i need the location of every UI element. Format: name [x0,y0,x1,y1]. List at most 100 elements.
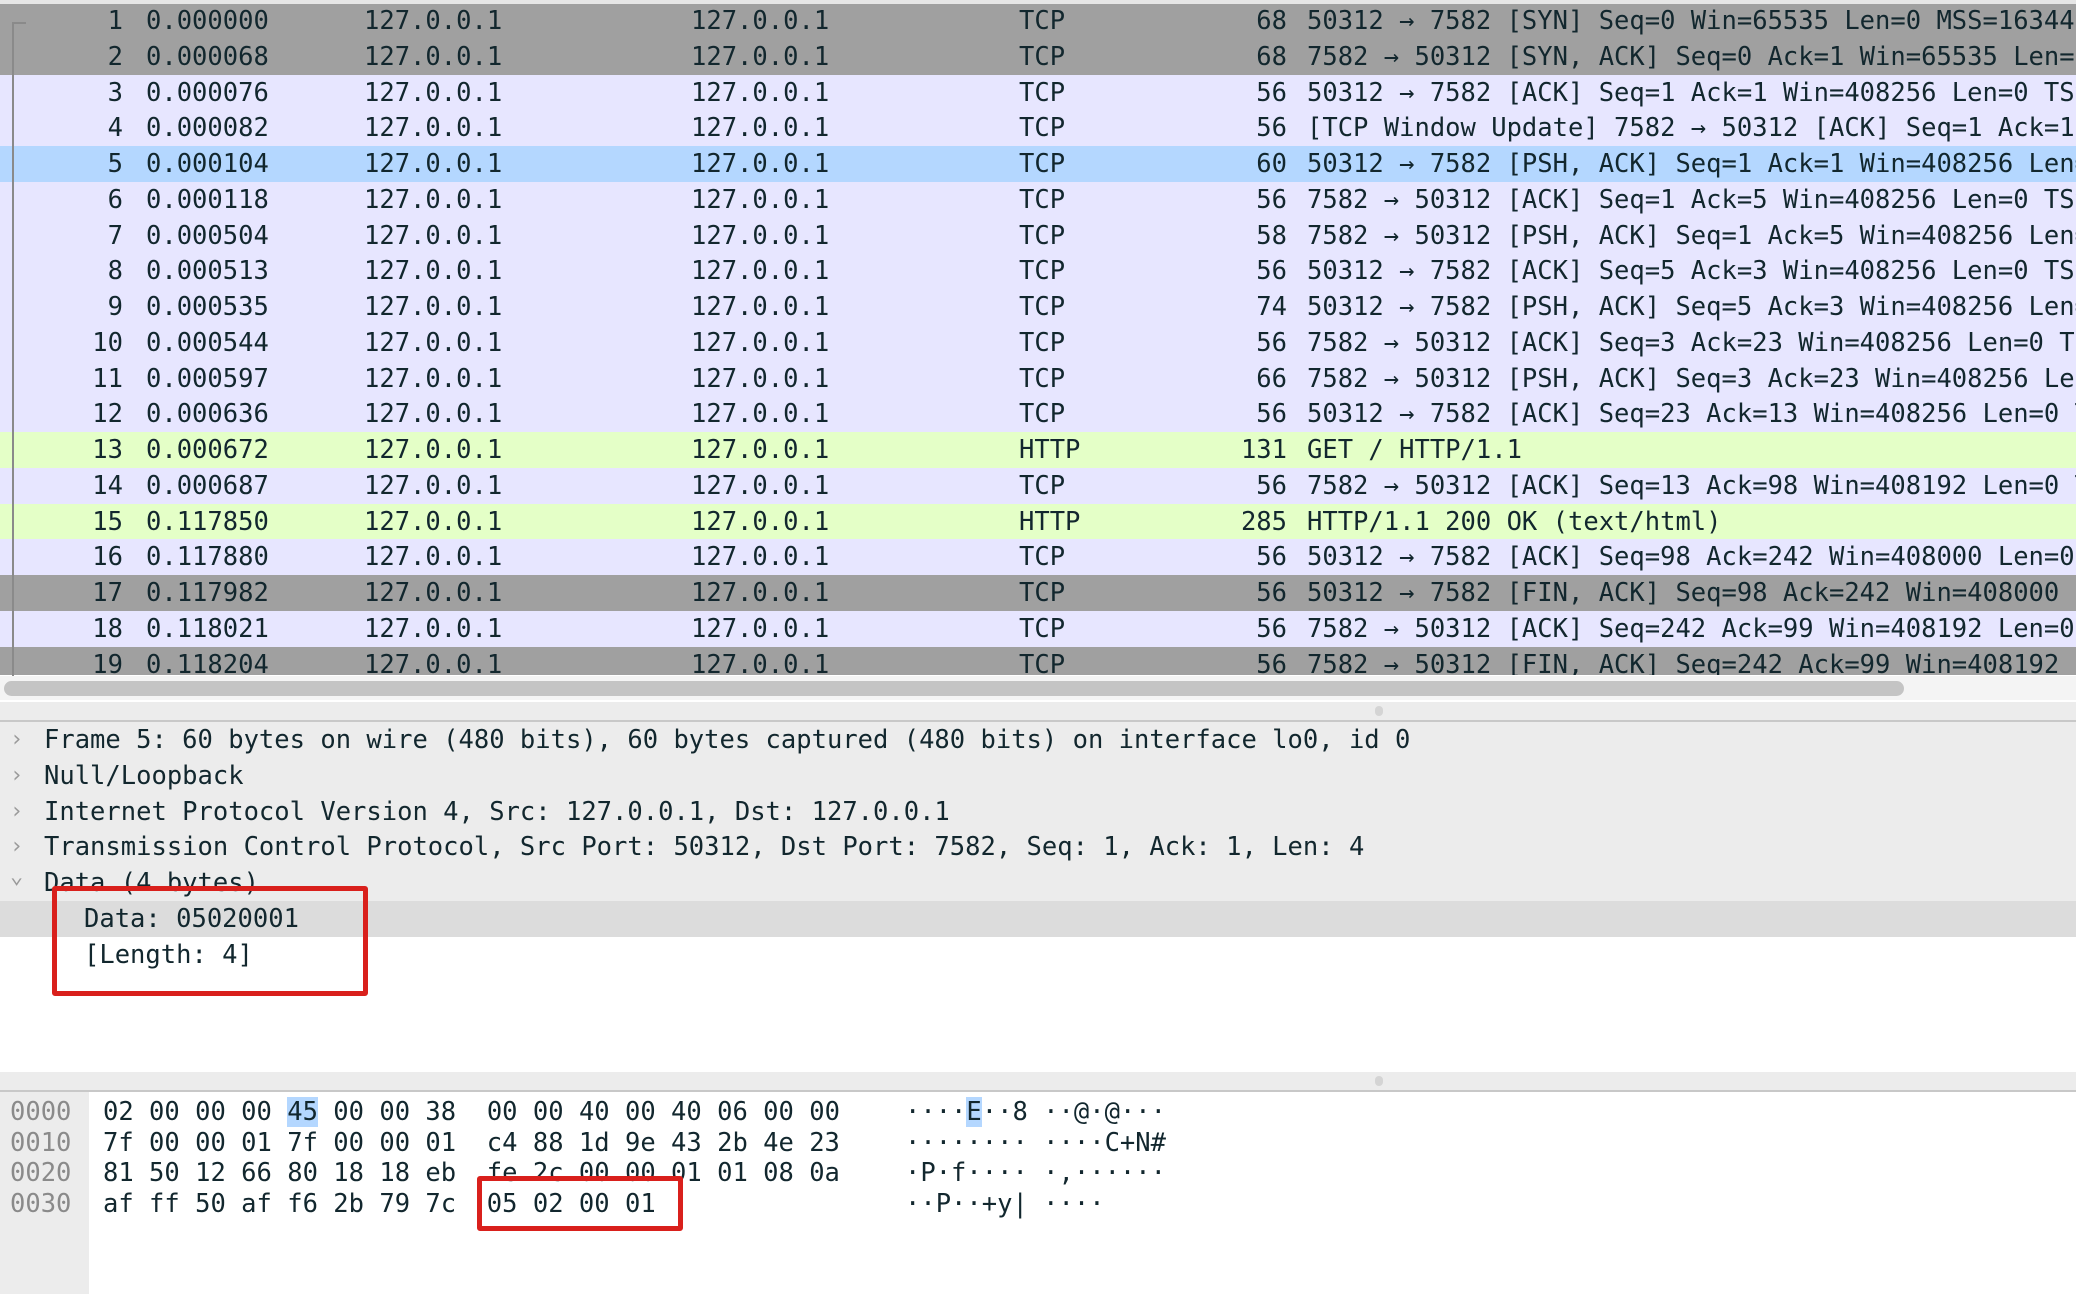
chevron-right-icon[interactable]: › [10,834,24,860]
packet-number: 16 [92,542,123,573]
packet-row[interactable]: 4 0.000082 127.0.0.1 127.0.0.1 TCP 56 [TCP Win… [0,110,2076,147]
chevron-right-icon[interactable]: › [10,762,24,788]
pane-splitter-bytes[interactable] [0,1072,2076,1092]
packet-source: 127.0.0.1 [364,327,503,358]
packet-protocol: TCP [1019,542,1066,573]
detail-row[interactable]: › Transmission Control Protocol, Src Port… [0,829,2076,866]
packet-length: 68 [1256,6,1287,36]
packet-details-tree[interactable]: › Frame 5: 60 bytes on wire (480 bits), 6… [0,722,2076,1074]
packet-destination: 127.0.0.1 [691,113,830,144]
chevron-right-icon[interactable]: › [10,798,24,824]
hex-byte-highlighted[interactable]: 45 [287,1097,318,1127]
packet-time: 0.118204 [146,649,269,676]
packet-row[interactable]: 13 0.000672 127.0.0.1 127.0.0.1 HTTP 131 GET /… [0,432,2076,468]
hex-bytes[interactable]: 7f 00 00 01 7f 00 00 01 c4 88 1d 9e 43 2… [103,1128,840,1158]
packet-row[interactable]: 8 0.000513 127.0.0.1 127.0.0.1 TCP 56 50312 → … [0,253,2076,290]
packet-source: 127.0.0.1 [364,399,503,430]
packet-number: 14 [92,470,123,501]
packet-number: 6 [107,184,123,215]
packet-info: 7582 → 50312 [FIN, ACK] Seq=242 Ack=99 W… [1307,649,2076,676]
detail-text: [Length: 4] [84,939,253,970]
hex-ascii[interactable]: ··P··+y| ···· [905,1189,1105,1219]
detail-row[interactable]: Data: 05020001 [0,900,2076,937]
packet-destination: 127.0.0.1 [691,184,830,215]
packet-destination: 127.0.0.1 [691,613,830,644]
packet-number: 19 [92,649,123,676]
packet-length: 56 [1256,578,1287,608]
packet-time: 0.000544 [146,327,269,358]
packet-row[interactable]: 18 0.118021 127.0.0.1 127.0.0.1 TCP 56 7582 → … [0,610,2076,647]
packet-row[interactable]: 1 0.000000 127.0.0.1 127.0.0.1 TCP 68 50312 → … [0,4,2076,39]
hex-row: 0010 7f 00 00 01 7f 00 00 01 c4 88 1d 9e … [0,1128,2076,1158]
packet-row[interactable]: 5 0.000104 127.0.0.1 127.0.0.1 TCP 60 50312 → … [0,146,2076,182]
packet-length: 68 [1256,41,1287,72]
packet-source: 127.0.0.1 [364,363,503,394]
packet-source: 127.0.0.1 [364,220,503,251]
packet-protocol: TCP [1019,149,1066,179]
packet-time: 0.000082 [146,113,269,144]
packet-row[interactable]: 9 0.000535 127.0.0.1 127.0.0.1 TCP 74 50312 → … [0,289,2076,325]
packet-source: 127.0.0.1 [364,470,503,501]
packet-info: GET / HTTP/1.1 [1307,435,1522,465]
detail-text: Transmission Control Protocol, Src Port:… [44,832,1365,863]
hex-ascii[interactable]: ·P·f···· ·,······ [905,1158,1166,1188]
ascii-pre: ········ ····C+N# [905,1127,1166,1158]
splitter-handle[interactable] [1375,1076,1383,1086]
packet-row[interactable]: 15 0.117850 127.0.0.1 127.0.0.1 HTTP 285 HTTP/… [0,503,2076,540]
packet-time: 0.000104 [146,149,269,179]
detail-row[interactable]: › Internet Protocol Version 4, Src: 127.0… [0,793,2076,830]
packet-time: 0.000118 [146,184,269,215]
hex-bytes-pre: 02 00 00 00 [103,1097,288,1127]
packet-row[interactable]: 10 0.000544 127.0.0.1 127.0.0.1 TCP 56 7582 → … [0,324,2076,361]
packet-row[interactable]: 16 0.117880 127.0.0.1 127.0.0.1 TCP 56 50312 →… [0,539,2076,576]
ascii-post: ··8 ··@·@··· [981,1097,1167,1127]
hex-bytes[interactable]: 02 00 00 00 45 00 00 38 00 00 40 00 40 0… [103,1097,840,1127]
packet-length: 56 [1256,256,1287,287]
packet-row[interactable]: 7 0.000504 127.0.0.1 127.0.0.1 TCP 58 7582 → 5… [0,217,2076,254]
packet-time: 0.000513 [146,256,269,287]
packet-protocol: TCP [1019,41,1066,72]
chevron-right-icon[interactable]: › [10,727,24,752]
packet-source: 127.0.0.1 [364,506,503,537]
hex-ascii[interactable]: ····E··8 ··@·@··· [905,1097,1166,1127]
packet-row[interactable]: 14 0.000687 127.0.0.1 127.0.0.1 TCP 56 7582 → … [0,467,2076,504]
packet-protocol: TCP [1019,256,1066,287]
packet-number: 3 [107,77,123,108]
splitter-handle[interactable] [1375,706,1383,716]
packet-length: 58 [1256,220,1287,251]
hex-ascii[interactable]: ········ ····C+N# [905,1128,1166,1158]
packet-source: 127.0.0.1 [364,292,503,322]
chevron-down-icon[interactable]: ⌄ [10,864,24,889]
packet-number: 2 [107,41,123,72]
detail-text: Null/Loopback [44,760,244,791]
detail-row[interactable]: › Null/Loopback [0,757,2076,794]
packet-source: 127.0.0.1 [364,542,503,573]
packet-source: 127.0.0.1 [364,113,503,144]
packet-info: 50312 → 7582 [ACK] Seq=1 Ack=1 Win=40825… [1307,77,2076,108]
detail-row[interactable]: ⌄ Data (4 bytes) [0,864,2076,901]
pane-splitter[interactable] [0,702,2076,722]
scrollbar-thumb[interactable] [4,681,1904,696]
packet-protocol: TCP [1019,6,1066,36]
hex-bytes[interactable]: 81 50 12 66 80 18 18 eb fe 2c 00 00 01 0… [103,1158,840,1188]
packet-destination: 127.0.0.1 [691,578,830,608]
packet-protocol: TCP [1019,613,1066,644]
packet-destination: 127.0.0.1 [691,256,830,287]
packet-list[interactable]: 1 0.000000 127.0.0.1 127.0.0.1 TCP 68 50312 → … [0,4,2076,675]
packet-row[interactable]: 11 0.000597 127.0.0.1 127.0.0.1 TCP 66 7582 → … [0,360,2076,397]
packet-row[interactable]: 17 0.117982 127.0.0.1 127.0.0.1 TCP 56 50312 →… [0,575,2076,611]
packet-row[interactable]: 6 0.000118 127.0.0.1 127.0.0.1 TCP 56 7582 → 5… [0,181,2076,218]
packet-info: 7582 → 50312 [SYN, ACK] Seq=0 Ack=1 Win=… [1307,41,2076,72]
packet-bytes-pane[interactable]: 0000 02 00 00 00 45 00 00 38 00 00 40 00 … [0,1092,2076,1294]
packet-row[interactable]: 3 0.000076 127.0.0.1 127.0.0.1 TCP 56 50312 → … [0,74,2076,111]
detail-row[interactable]: › Frame 5: 60 bytes on wire (480 bits), 6… [0,722,2076,758]
packet-row[interactable]: 19 0.118204 127.0.0.1 127.0.0.1 TCP 56 7582 → … [0,646,2076,676]
detail-row[interactable]: [Length: 4] [0,936,2076,973]
ascii-highlighted[interactable]: E [966,1097,982,1127]
packet-source: 127.0.0.1 [364,435,503,465]
packet-row[interactable]: 2 0.000068 127.0.0.1 127.0.0.1 TCP 68 7582 → 5… [0,38,2076,75]
packet-destination: 127.0.0.1 [691,363,830,394]
hex-bytes-pre: 81 50 12 66 80 18 18 eb fe 2c 00 00 01 0… [103,1158,840,1188]
hex-bytes[interactable]: af ff 50 af f6 2b 79 7c 05 02 00 01 [103,1189,656,1219]
packet-row[interactable]: 12 0.000636 127.0.0.1 127.0.0.1 TCP 56 50312 →… [0,396,2076,433]
